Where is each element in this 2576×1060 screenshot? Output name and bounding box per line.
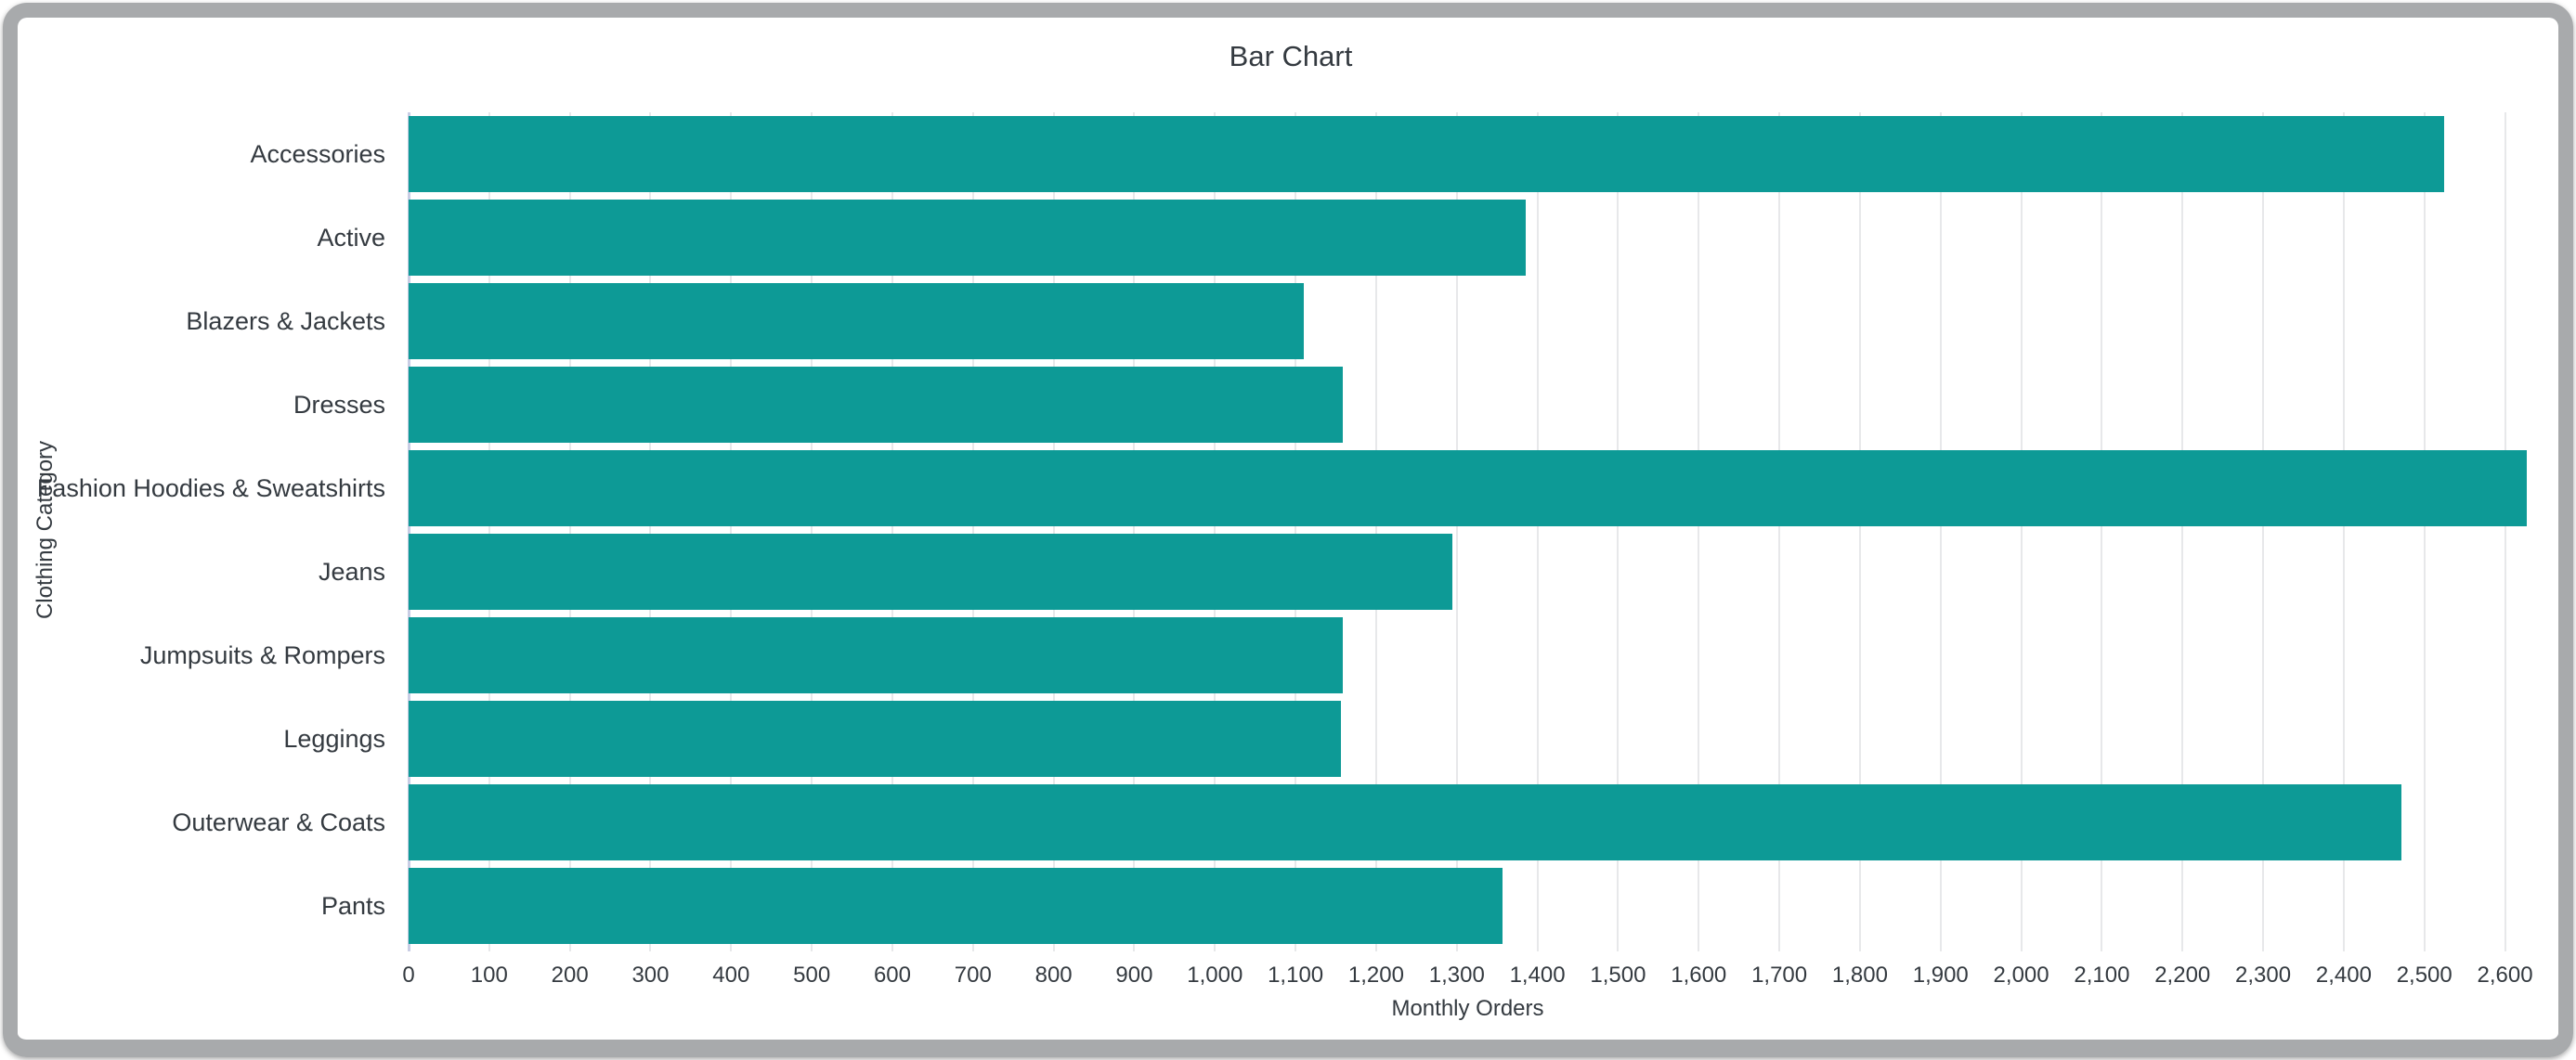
gridline [1939, 112, 1942, 951]
category-label: Outerwear & Coats [172, 808, 385, 836]
x-tick-label: 1,400 [1509, 963, 1566, 988]
gridline [2020, 112, 2023, 951]
x-tick-label: 900 [1115, 963, 1153, 988]
x-tick-label: 2,200 [2154, 963, 2211, 988]
gridline [1698, 112, 1700, 951]
gridline [2342, 112, 2345, 951]
gridline [2181, 112, 2184, 951]
x-axis-title: Monthly Orders [1391, 996, 1544, 1021]
gridline [568, 112, 571, 951]
x-tick-label: 700 [954, 963, 992, 988]
y-category-labels: Accessories Active Blazers & Jackets Dresse… [3, 112, 385, 948]
x-tick-label: 200 [551, 963, 589, 988]
y-axis-title: Clothing Category [33, 440, 58, 620]
gridline [1052, 112, 1055, 951]
gridline [1133, 112, 1136, 951]
bar-outerwear-coats[interactable] [409, 784, 2401, 860]
gridline [1455, 112, 1458, 951]
x-tick-label: 2,300 [2235, 963, 2292, 988]
category-label: Fashion Hoodies & Sweatshirts [36, 473, 385, 502]
plot-area: Accessories Active Blazers & Jackets Dresse… [37, 112, 2533, 988]
gridline [2423, 112, 2426, 951]
category-label: Dresses [293, 390, 385, 419]
x-tick-label: 1,300 [1428, 963, 1485, 988]
gridline [2101, 112, 2103, 951]
gridline [1858, 112, 1861, 951]
gridline [1617, 112, 1620, 951]
category-label: Active [317, 223, 385, 252]
bar-leggings[interactable] [409, 701, 1341, 777]
gridline [1778, 112, 1781, 951]
x-tick-label: 1,000 [1187, 963, 1243, 988]
x-tick-label: 1,500 [1590, 963, 1646, 988]
gridline [891, 112, 893, 951]
x-tick-label: 2,500 [2396, 963, 2452, 988]
bar-dresses[interactable] [409, 367, 1344, 443]
x-tick-label: 1,700 [1751, 963, 1808, 988]
x-tick-label: 1,900 [1912, 963, 1969, 988]
x-tick-label: 1,100 [1268, 963, 1324, 988]
category-label: Leggings [283, 724, 385, 753]
x-tick-label: 2,100 [2074, 963, 2130, 988]
x-tick-label: 800 [1034, 963, 1073, 988]
bar-pants[interactable] [409, 868, 1503, 944]
bar-blazers-jackets[interactable] [409, 283, 1304, 359]
x-tick-label: 1,200 [1347, 963, 1404, 988]
x-tick-label: 600 [873, 963, 911, 988]
gridline [649, 112, 652, 951]
gridline [488, 112, 490, 951]
gridline [811, 112, 813, 951]
gridline [1214, 112, 1216, 951]
chart-title: Bar Chart [1229, 40, 1353, 72]
x-tick-label: 1,800 [1831, 963, 1888, 988]
category-label: Jeans [318, 557, 385, 586]
gridline [730, 112, 733, 951]
gridline [971, 112, 974, 951]
category-label: Pants [320, 891, 385, 920]
x-tick-labels: 0 100 200 300 400 500 600 700 800 900 1,000 1,100 1,… [402, 948, 2532, 1003]
gridline [1295, 112, 1297, 951]
category-label: Accessories [250, 139, 385, 168]
x-tick-label: 400 [712, 963, 750, 988]
x-tick-label: 1,600 [1671, 963, 1727, 988]
bar-fashion-hoodies-sweatshirts[interactable] [409, 450, 2527, 526]
gridline [1536, 112, 1539, 951]
category-label: Jumpsuits & Rompers [139, 640, 385, 669]
x-tick-label: 100 [470, 963, 508, 988]
gridline [2262, 112, 2265, 951]
gridline [1374, 112, 1377, 951]
x-tick-label: 2,000 [1993, 963, 2049, 988]
x-tick-label: 300 [631, 963, 670, 988]
gridline [2504, 112, 2506, 951]
category-label: Blazers & Jackets [186, 306, 385, 335]
bar-accessories[interactable] [409, 116, 2445, 192]
chart-canvas: Bar Chart Accessories Active Blazers & Jac… [3, 3, 2573, 1057]
bar-jeans[interactable] [409, 534, 1453, 610]
zero-axis-line [408, 112, 410, 951]
x-tick-label: 0 [402, 963, 415, 988]
x-tick-label: 2,600 [2477, 963, 2533, 988]
x-tick-label: 2,400 [2315, 963, 2372, 988]
bar-active[interactable] [409, 200, 1527, 276]
bar-jumpsuits-rompers[interactable] [409, 617, 1344, 693]
x-tick-label: 500 [793, 963, 831, 988]
